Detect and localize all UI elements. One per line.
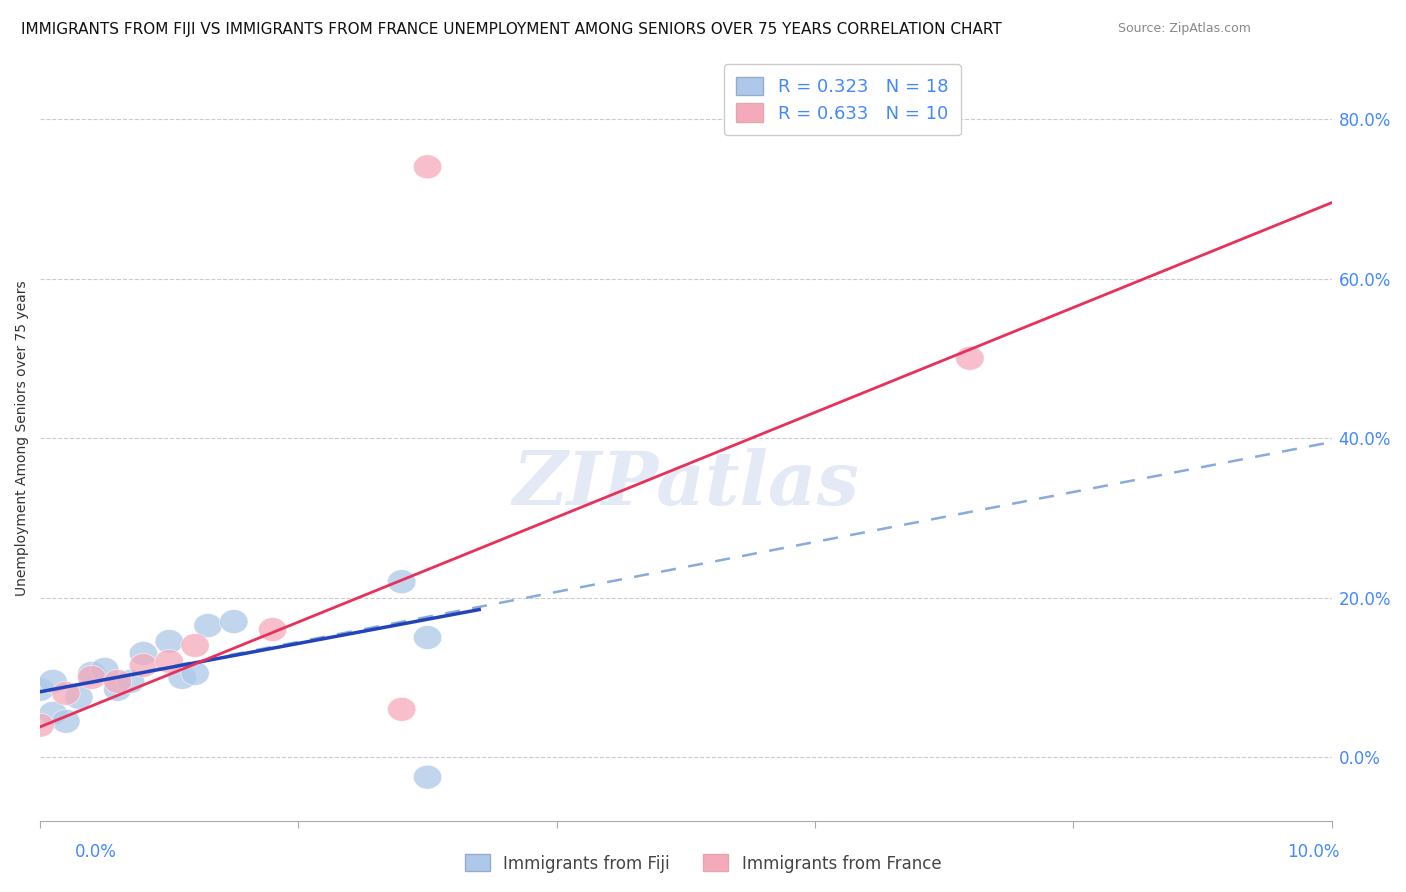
- Ellipse shape: [194, 614, 222, 638]
- Ellipse shape: [129, 641, 157, 665]
- Y-axis label: Unemployment Among Seniors over 75 years: Unemployment Among Seniors over 75 years: [15, 280, 30, 596]
- Text: 0.0%: 0.0%: [75, 843, 117, 861]
- Ellipse shape: [181, 633, 209, 657]
- Ellipse shape: [65, 685, 93, 709]
- Ellipse shape: [104, 677, 132, 701]
- Ellipse shape: [129, 654, 157, 677]
- Ellipse shape: [77, 662, 105, 685]
- Ellipse shape: [167, 665, 197, 690]
- Ellipse shape: [219, 609, 247, 633]
- Ellipse shape: [413, 765, 441, 789]
- Ellipse shape: [39, 669, 67, 693]
- Legend: Immigrants from Fiji, Immigrants from France: Immigrants from Fiji, Immigrants from Fr…: [458, 847, 948, 880]
- Ellipse shape: [413, 155, 441, 178]
- Text: 10.0%: 10.0%: [1286, 843, 1340, 861]
- Ellipse shape: [25, 714, 55, 737]
- Text: ZIPatlas: ZIPatlas: [512, 448, 859, 520]
- Ellipse shape: [77, 665, 105, 690]
- Text: Source: ZipAtlas.com: Source: ZipAtlas.com: [1118, 22, 1251, 36]
- Ellipse shape: [90, 657, 120, 681]
- Ellipse shape: [259, 617, 287, 641]
- Ellipse shape: [388, 570, 416, 594]
- Ellipse shape: [388, 698, 416, 722]
- Ellipse shape: [117, 669, 145, 693]
- Ellipse shape: [181, 662, 209, 685]
- Ellipse shape: [155, 630, 183, 654]
- Ellipse shape: [413, 625, 441, 649]
- Ellipse shape: [39, 701, 67, 725]
- Ellipse shape: [956, 346, 984, 370]
- Text: IMMIGRANTS FROM FIJI VS IMMIGRANTS FROM FRANCE UNEMPLOYMENT AMONG SENIORS OVER 7: IMMIGRANTS FROM FIJI VS IMMIGRANTS FROM …: [21, 22, 1002, 37]
- Legend: R = 0.323   N = 18, R = 0.633   N = 10: R = 0.323 N = 18, R = 0.633 N = 10: [724, 64, 960, 136]
- Ellipse shape: [104, 669, 132, 693]
- Ellipse shape: [52, 681, 80, 706]
- Ellipse shape: [25, 677, 55, 701]
- Ellipse shape: [155, 649, 183, 673]
- Ellipse shape: [52, 709, 80, 733]
